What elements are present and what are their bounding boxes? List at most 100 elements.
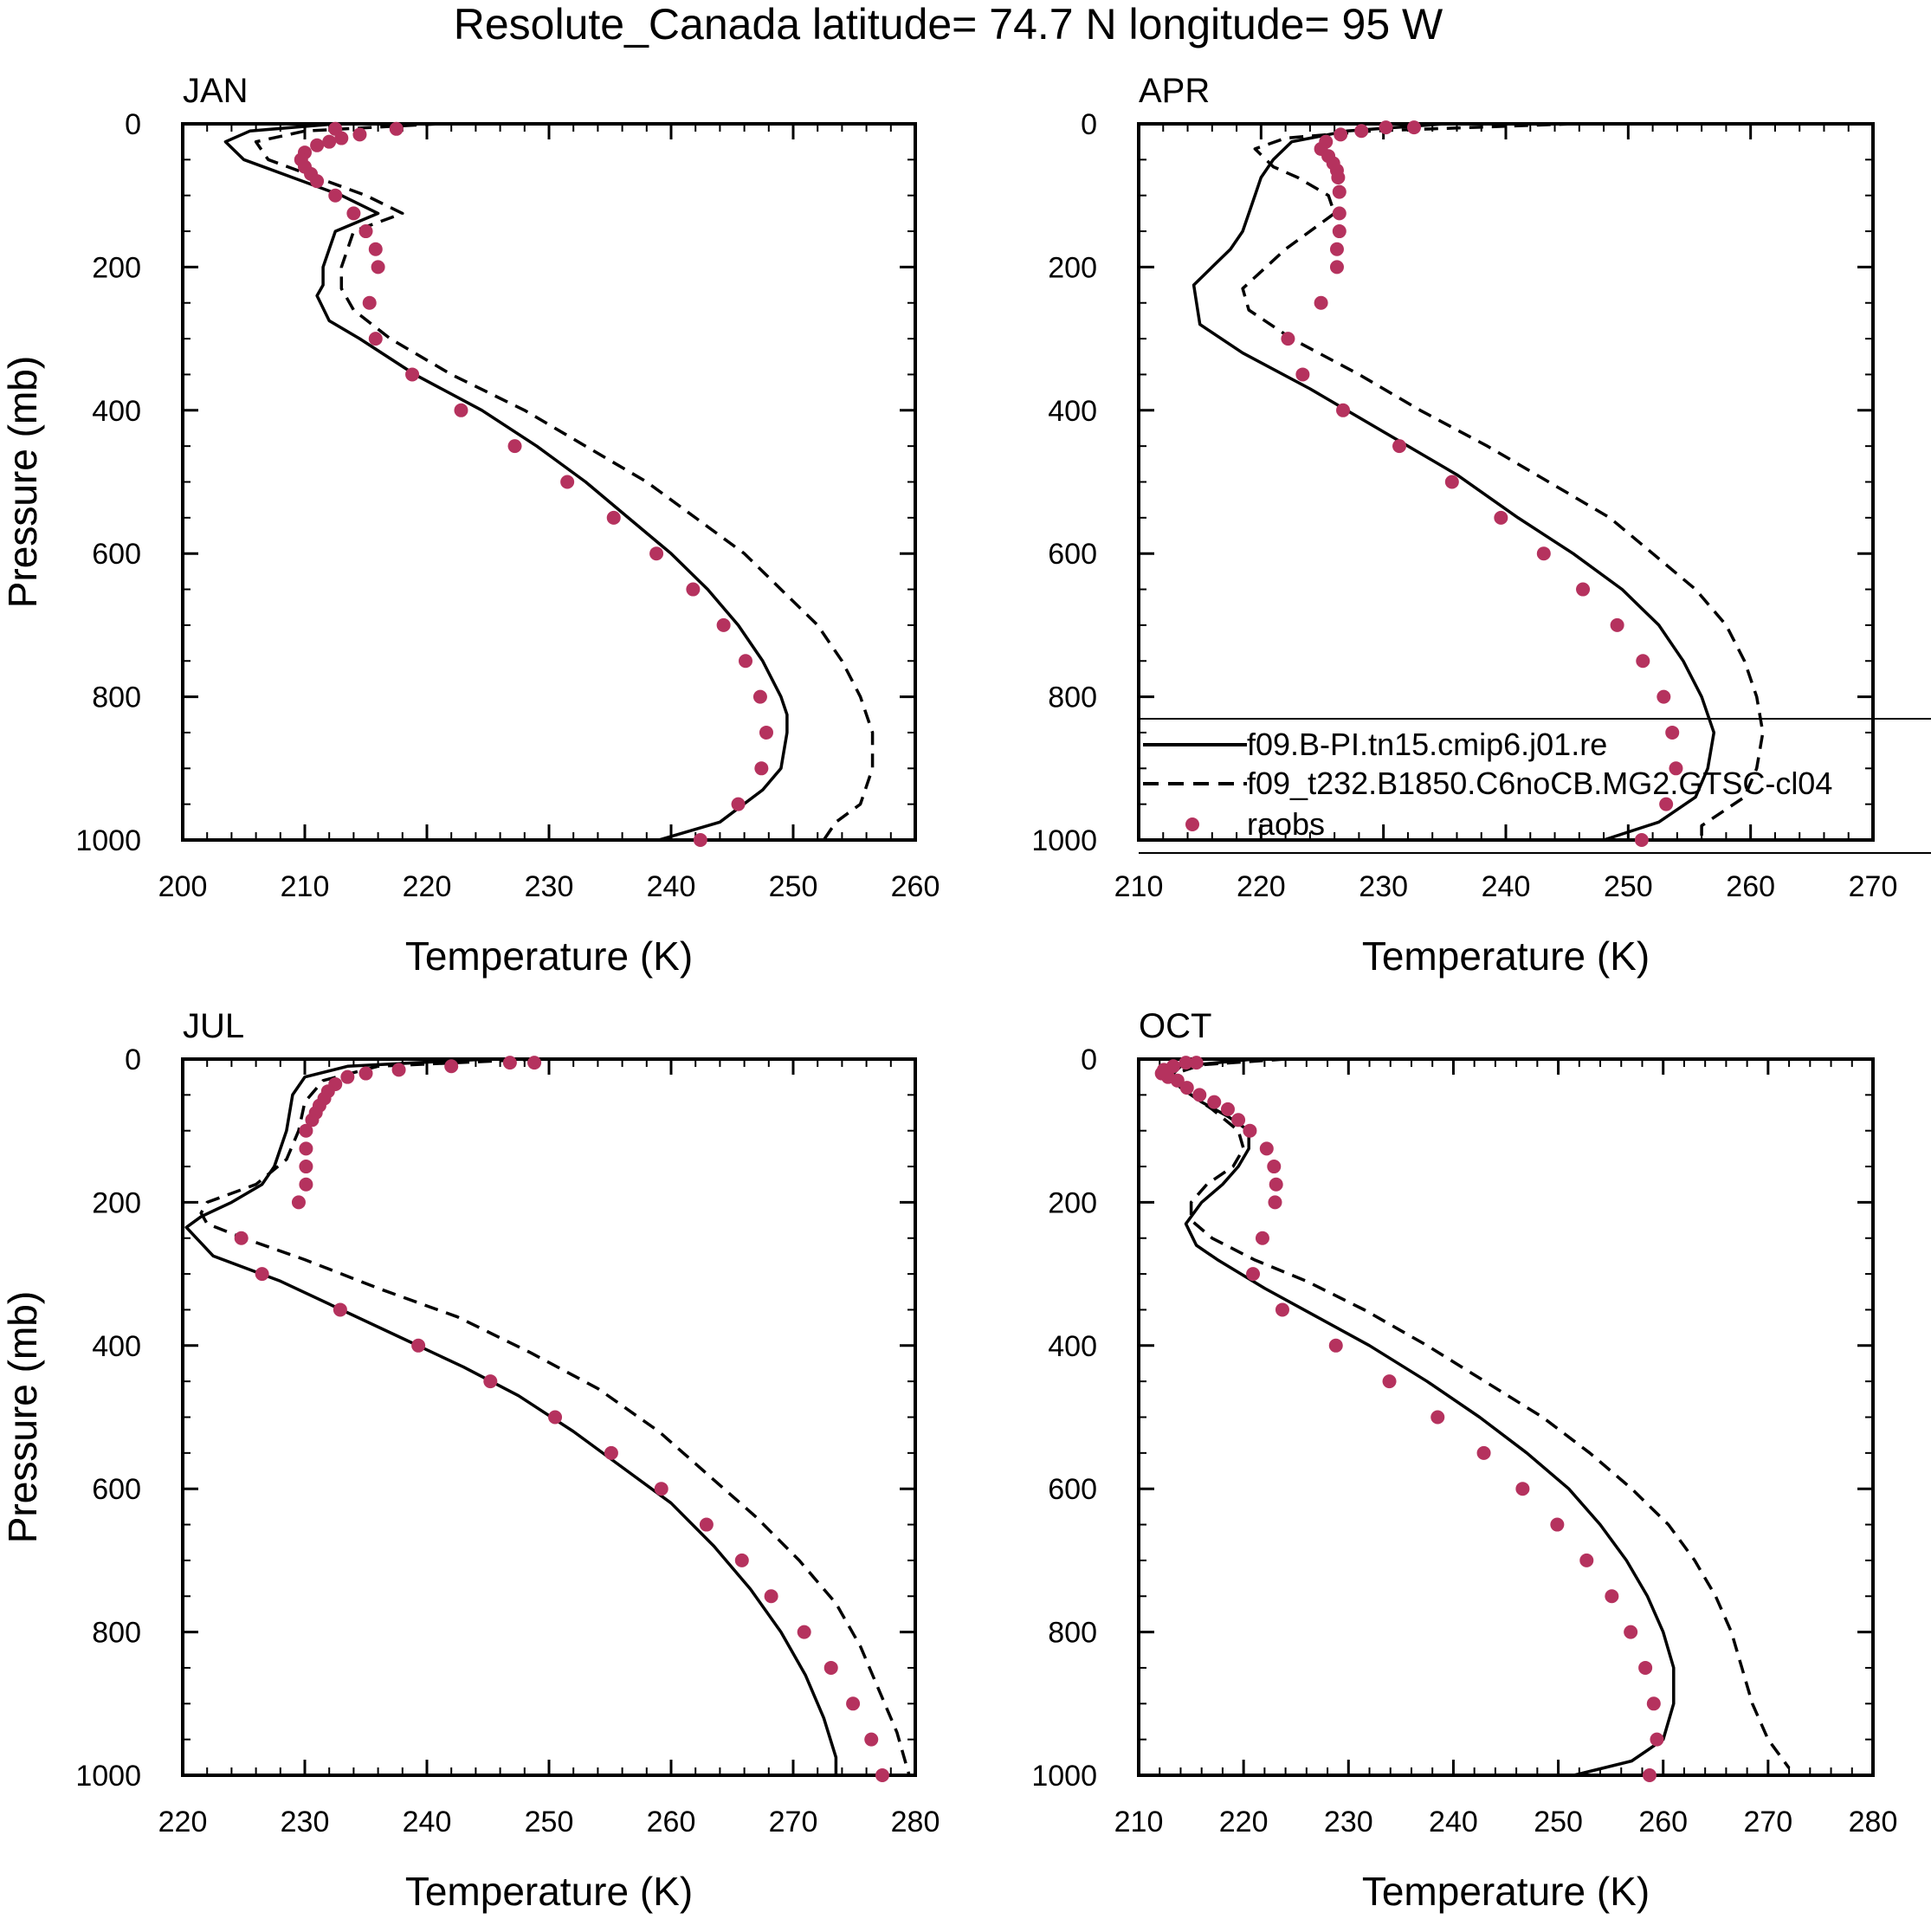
raobs-point [1646, 1696, 1661, 1711]
raobs-point [548, 1410, 563, 1425]
raobs-point [1328, 1338, 1343, 1353]
raobs-point [234, 1231, 249, 1245]
raobs-point [606, 510, 621, 525]
x-tick-label: 270 [769, 1806, 818, 1838]
x-tick-label: 220 [1237, 870, 1286, 903]
raobs-point [754, 761, 769, 776]
y-tick-label: 800 [1048, 1617, 1097, 1650]
raobs-point [1179, 1081, 1194, 1095]
x-tick-label: 230 [1324, 1806, 1373, 1838]
y-axis-label: Pressure (mb) [0, 1291, 45, 1543]
y-tick-label: 200 [92, 1186, 141, 1219]
raobs-point [340, 1069, 355, 1084]
y-tick-label: 200 [1048, 251, 1097, 284]
panel-jan: JAN 200 210 220 230 240 250 260 0 200 400 600 800 100… [0, 72, 940, 979]
raobs-point [1407, 120, 1421, 135]
raobs-point [1332, 184, 1347, 199]
raobs-point [1275, 1302, 1289, 1317]
raobs-point [1650, 1732, 1664, 1747]
raobs-point [371, 260, 385, 275]
raobs-point [1220, 1102, 1235, 1116]
raobs-point [1334, 127, 1348, 142]
raobs-point [299, 1160, 313, 1174]
raobs-point [686, 582, 701, 597]
raobs-point [1636, 654, 1650, 669]
y-tick-label: 400 [1048, 395, 1097, 428]
panel-apr: APR 210 220 230 240 250 260 270 0 200 400 600 800 100… [0, 72, 1897, 979]
y-tick-label: 1000 [1031, 824, 1097, 857]
raobs-point [1494, 510, 1508, 525]
raobs-point [1259, 1141, 1274, 1156]
x-tick-label: 260 [1638, 1806, 1688, 1838]
x-tick-label: 240 [403, 1806, 452, 1838]
raobs-point [823, 1660, 838, 1675]
raobs-point [1170, 1073, 1185, 1088]
raobs-point [764, 1589, 778, 1604]
x-tick-label: 260 [1726, 870, 1775, 903]
raobs-point [352, 127, 367, 142]
raobs-point [1314, 295, 1328, 310]
series-line-dashed [254, 122, 875, 841]
y-tick-label: 1000 [75, 1760, 141, 1793]
raobs-point [310, 174, 325, 189]
raobs-point [1550, 1517, 1565, 1532]
raobs-point [362, 295, 377, 310]
raobs-point [604, 1445, 618, 1460]
raobs-point [560, 475, 575, 489]
raobs-point [846, 1696, 861, 1711]
raobs-point [483, 1374, 498, 1389]
raobs-point [1231, 1113, 1246, 1128]
raobs-point [391, 1063, 406, 1077]
x-tick-label: 250 [1534, 1806, 1583, 1838]
raobs-point [454, 403, 468, 417]
y-axis-label: Pressure (mb) [0, 356, 45, 608]
raobs-point [1392, 439, 1407, 454]
raobs-point [1382, 1374, 1397, 1389]
raobs-point [1579, 1553, 1594, 1567]
raobs-point [310, 138, 325, 152]
raobs-point [1269, 1177, 1283, 1192]
raobs-point [739, 654, 753, 669]
raobs-point [1657, 689, 1671, 704]
x-tick-label: 280 [891, 1806, 940, 1838]
y-tick-label: 400 [92, 1330, 141, 1363]
raobs-point [699, 1517, 714, 1532]
raobs-point [734, 1553, 749, 1567]
raobs-point [1268, 1195, 1282, 1210]
x-tick-label: 270 [1849, 870, 1898, 903]
panel-label: APR [1139, 72, 1210, 110]
raobs-point [1336, 403, 1351, 417]
panel-label: OCT [1139, 1007, 1211, 1045]
raobs-point [1189, 1056, 1204, 1070]
raobs-point [1624, 1625, 1638, 1639]
raobs-point [649, 546, 664, 561]
raobs-point [731, 797, 746, 811]
raobs-point [1669, 761, 1683, 776]
x-tick-label: 270 [1743, 1806, 1792, 1838]
raobs-point [322, 134, 337, 149]
raobs-point [527, 1056, 542, 1070]
raobs-point [759, 725, 773, 740]
raobs-point [1243, 1123, 1257, 1138]
y-tick-label: 1000 [75, 824, 141, 857]
x-tick-label: 250 [1604, 870, 1653, 903]
x-tick-label: 220 [1219, 1806, 1269, 1838]
raobs-point [1642, 1768, 1657, 1782]
y-tick-label: 400 [92, 395, 141, 428]
series-line-dashed [1173, 1057, 1791, 1769]
raobs-point [358, 1066, 373, 1081]
raobs-point [346, 206, 361, 221]
panel-label: JUL [183, 1007, 244, 1045]
y-tick-label: 600 [1048, 538, 1097, 571]
x-tick-label: 210 [1114, 1806, 1164, 1838]
x-tick-label: 240 [1429, 1806, 1478, 1838]
y-tick-label: 400 [1048, 1330, 1097, 1363]
y-tick-label: 0 [125, 1044, 141, 1076]
series-line-solid [184, 1057, 838, 1775]
y-tick-label: 0 [125, 108, 141, 141]
raobs-point [1267, 1160, 1282, 1174]
raobs-point [299, 1141, 313, 1156]
plot-frame [1137, 1057, 1875, 1777]
raobs-point [1515, 1482, 1530, 1496]
